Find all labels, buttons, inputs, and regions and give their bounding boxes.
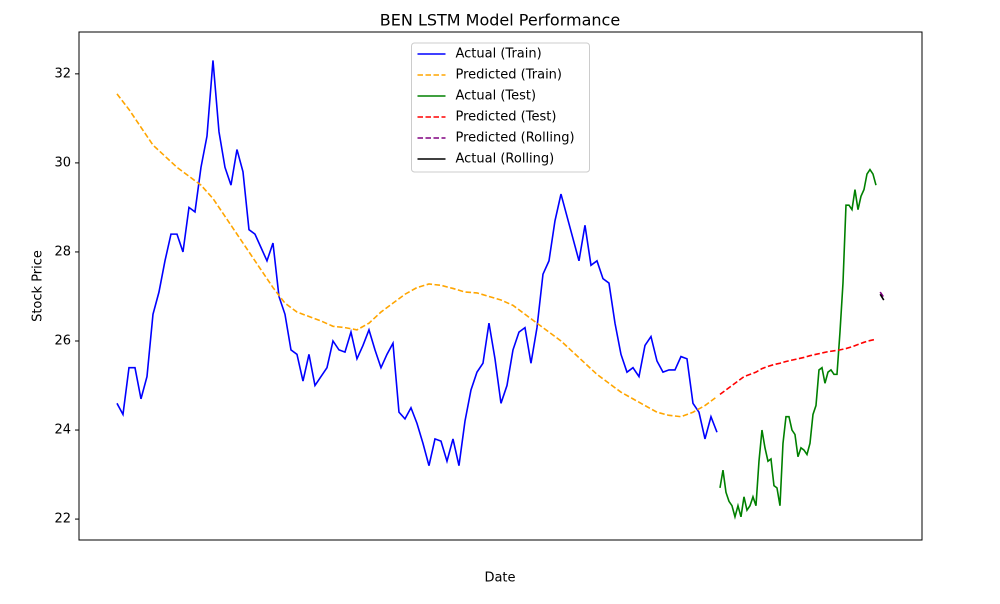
y-tick-label: 24: [54, 423, 71, 438]
legend-label: Actual (Test): [456, 89, 537, 104]
chart-title: BEN LSTM Model Performance: [380, 11, 620, 30]
series-line: [879, 293, 885, 301]
series-line: [116, 60, 718, 466]
y-tick-label: 28: [54, 244, 71, 259]
plot-frame: [78, 31, 923, 541]
series-line: [879, 291, 885, 298]
legend-label: Predicted (Test): [456, 110, 557, 125]
y-axis-label: Stock Price: [31, 250, 46, 322]
y-tick-label: 30: [54, 155, 71, 170]
legend-label: Actual (Train): [456, 47, 542, 62]
y-tick-label: 22: [54, 512, 71, 527]
legend-label: Predicted (Train): [456, 68, 563, 83]
series-line: [719, 338, 877, 396]
legend-label: Predicted (Rolling): [456, 131, 575, 146]
series-line: [719, 168, 877, 520]
y-tick-label: 26: [54, 333, 71, 348]
legend-box: [411, 42, 590, 173]
x-axis-label: Date: [484, 571, 515, 586]
y-tick-label: 32: [54, 66, 71, 81]
legend-label: Actual (Rolling): [456, 152, 555, 167]
